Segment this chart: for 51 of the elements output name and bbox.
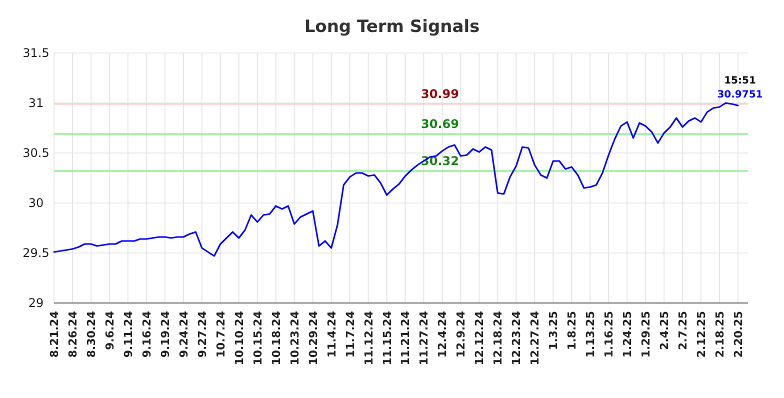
x-tick-label: 9.6.24: [103, 310, 116, 350]
x-tick-label: 12.27.24: [528, 310, 542, 366]
x-tick-label: 11.4.24: [325, 310, 338, 358]
x-tick-label: 8.30.24: [84, 310, 98, 358]
x-tick-label: 9.24.24: [177, 310, 190, 358]
y-tick-label: 31.5: [22, 46, 50, 60]
x-tick-label: 11.21.24: [399, 310, 412, 366]
annotation: 30.9751: [717, 89, 763, 100]
x-tick-label: 10.29.24: [306, 310, 320, 366]
x-tick-label: 9.11.24: [122, 310, 135, 358]
ref-line-label: 30.32: [421, 154, 459, 168]
y-tick-label: 29: [28, 296, 44, 310]
x-tick-label: 11.27.24: [418, 310, 431, 366]
x-tick-label: 11.15.24: [380, 310, 394, 366]
x-tick-label: 11.12.24: [362, 310, 376, 366]
x-tick-label: 10.23.24: [288, 310, 302, 366]
x-tick-label: 12.4.24: [436, 310, 450, 358]
x-tick-label: 11.7.24: [344, 310, 357, 358]
x-tick-label: 12.18.24: [492, 310, 505, 366]
x-tick-label: 12.23.24: [510, 310, 524, 366]
x-tick-label: 1.13.25: [584, 311, 598, 358]
line-series: [53, 102, 739, 257]
x-tick-label: 2.20.25: [732, 311, 745, 358]
x-tick-label: 10.10.24: [232, 310, 246, 366]
annotation: 15:51: [724, 75, 756, 86]
ref-line-label: 30.99: [421, 87, 459, 101]
x-tick-label: 8.21.24: [48, 310, 61, 358]
x-tick-label: 10.15.24: [251, 310, 264, 366]
x-tick-label: 1.3.25: [547, 311, 560, 350]
y-tick-label: 31: [28, 96, 44, 110]
x-tick-label: 2.12.25: [695, 311, 708, 358]
ref-line-label: 30.69: [421, 117, 459, 131]
x-tick-label: 8.26.24: [66, 310, 80, 358]
y-tick-label: 30.5: [22, 146, 50, 160]
x-tick-label: 10.18.24: [270, 310, 283, 366]
x-tick-label: 2.4.25: [658, 311, 672, 350]
x-tick-label: 9.16.24: [140, 310, 154, 358]
chart-title: Long Term Signals: [304, 17, 480, 37]
x-tick-label: 9.27.24: [196, 310, 209, 358]
x-tick-label: 12.9.24: [454, 310, 468, 358]
x-tick-label: 2.7.25: [676, 311, 690, 350]
x-tick-label: 2.18.25: [714, 311, 727, 358]
x-tick-label: 9.19.24: [158, 310, 172, 358]
x-tick-label: 1.24.25: [621, 311, 634, 358]
x-tick-label: 1.8.25: [566, 311, 579, 350]
x-tick-label: 10.7.24: [214, 310, 228, 358]
x-tick-label: 1.16.25: [602, 311, 616, 358]
y-tick-label: 30: [28, 196, 44, 210]
x-tick-label: 12.12.24: [473, 310, 486, 366]
y-tick-label: 29.5: [22, 246, 50, 260]
x-tick-label: 1.29.25: [640, 311, 653, 358]
